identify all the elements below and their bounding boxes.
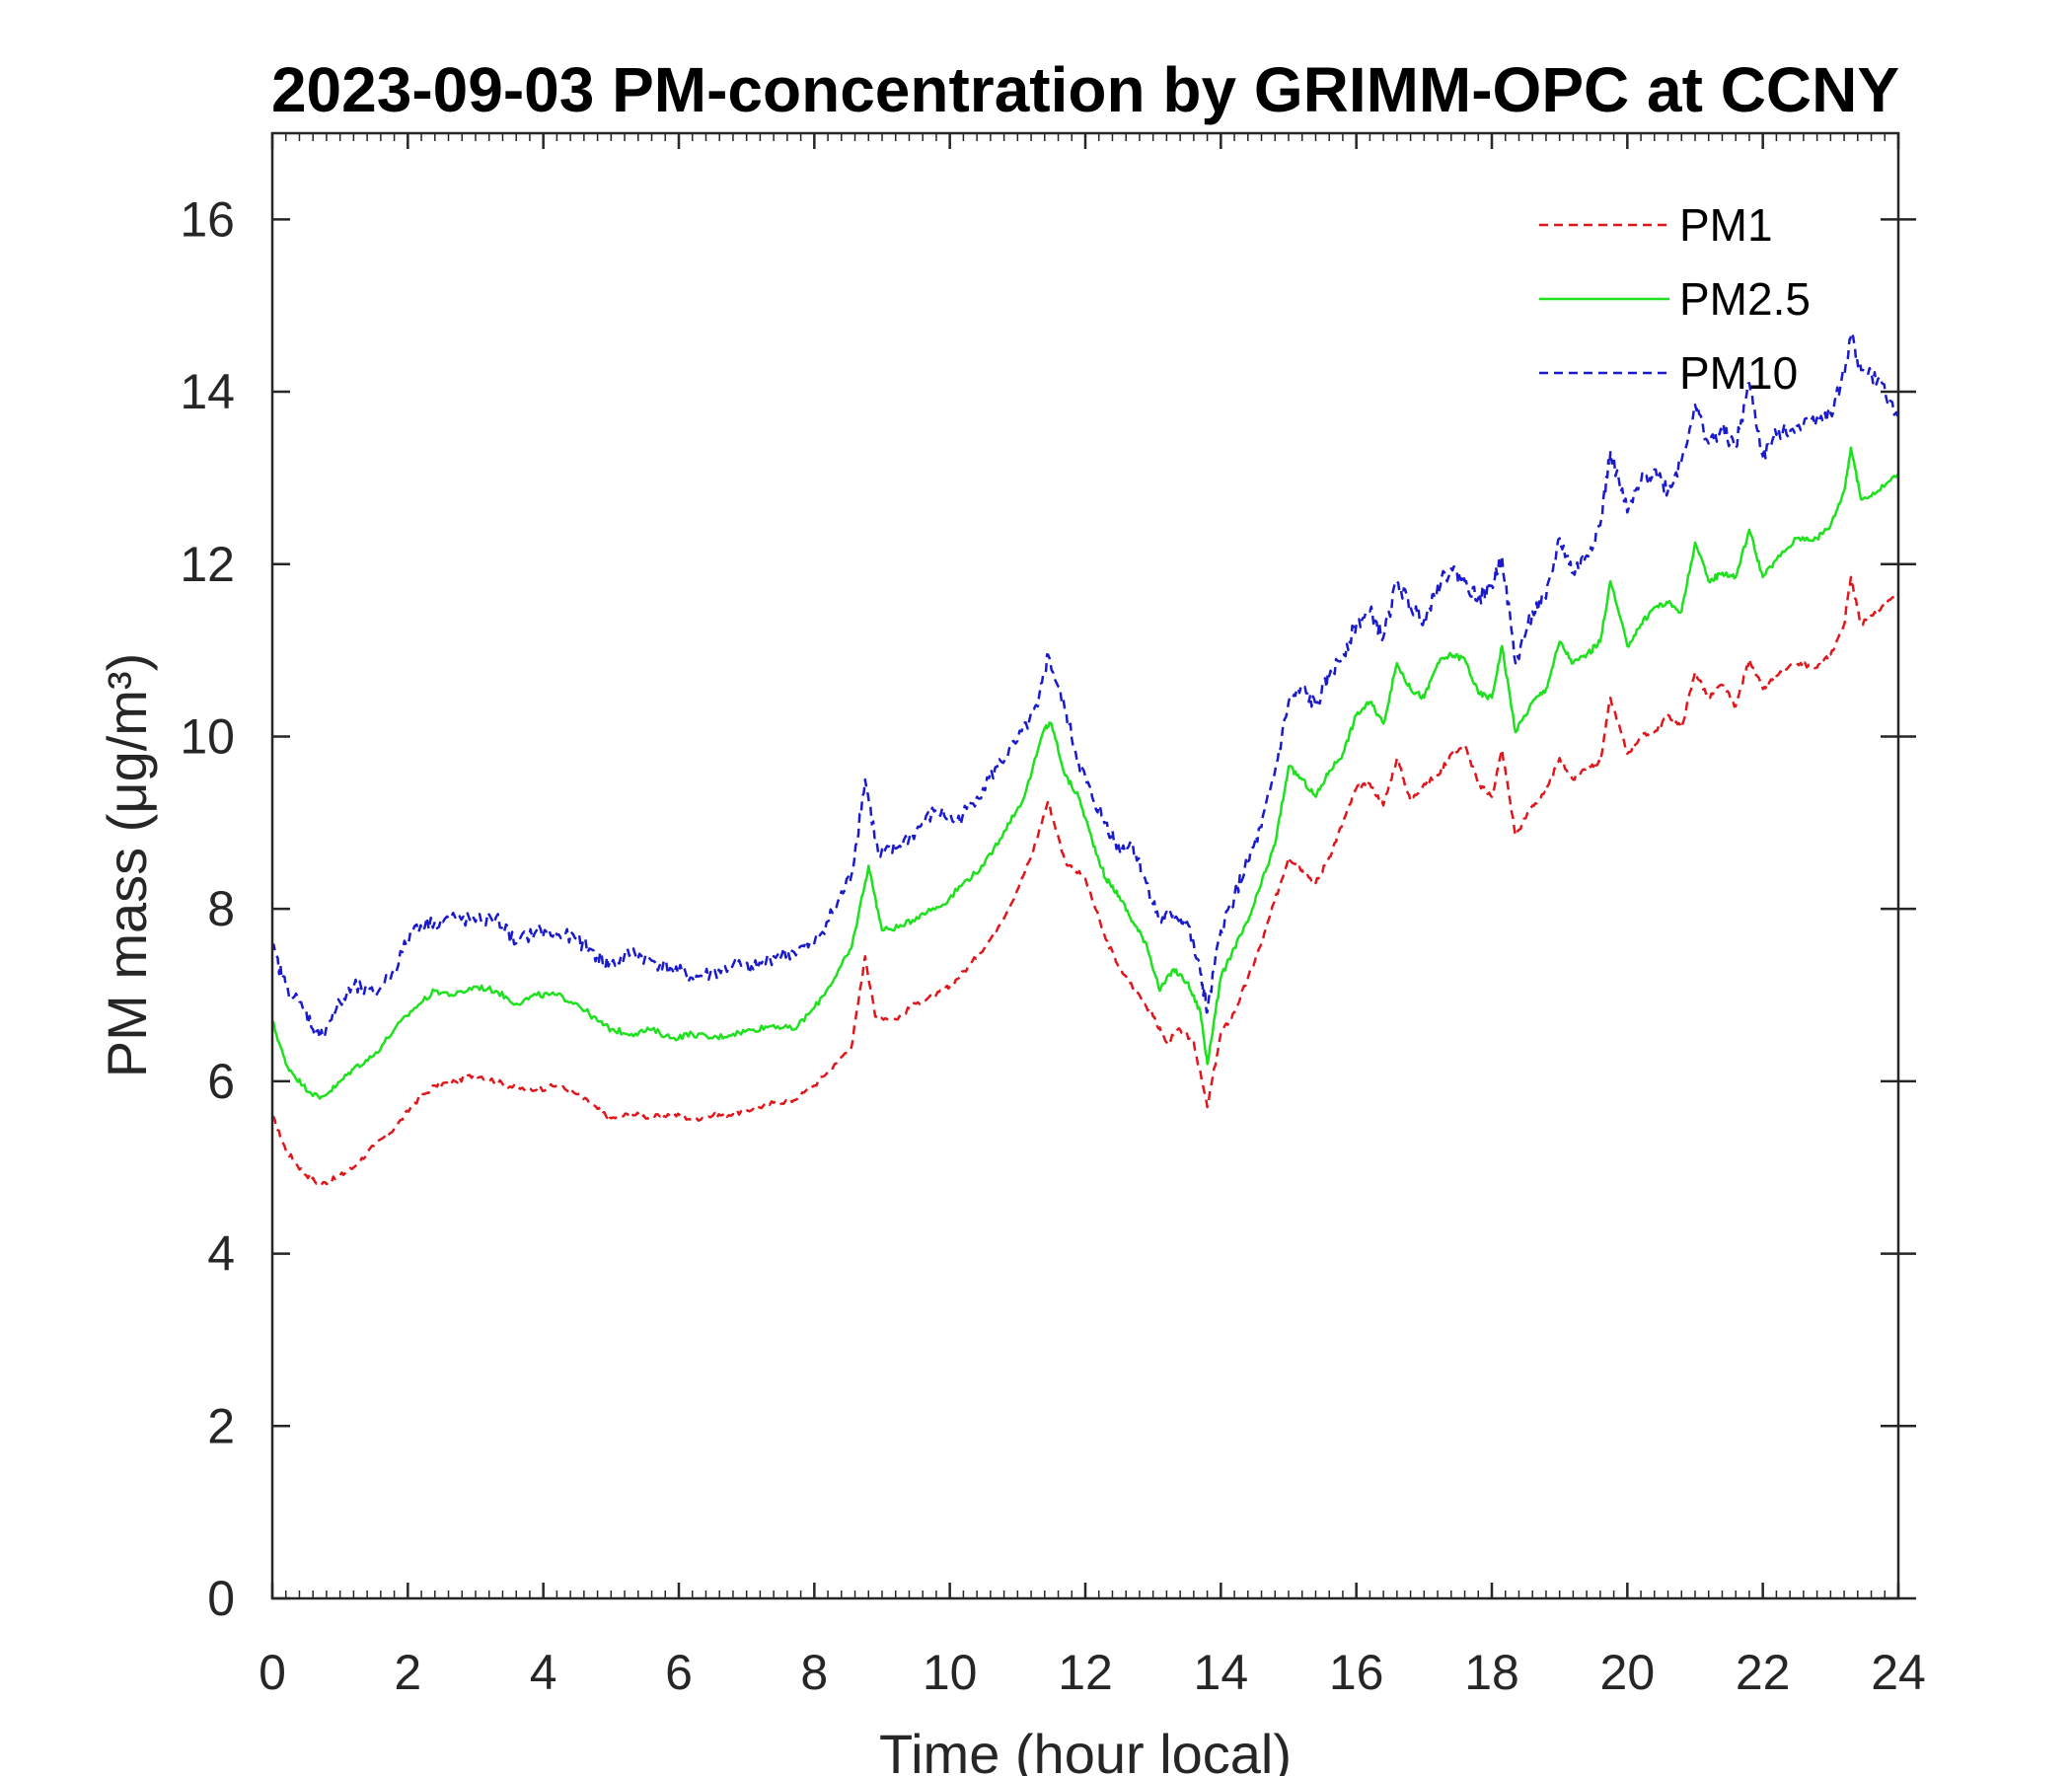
y-tick-label: 2 [207,1398,235,1453]
x-axis: 0 2 4 6 8 10 12 14 16 18 20 22 24 [259,133,1926,1700]
legend-label: PM10 [1679,347,1798,399]
x-tick-label: 24 [1871,1645,1926,1700]
y-tick-label: 6 [207,1054,235,1109]
x-tick-label: 22 [1736,1645,1791,1700]
y-axis: 0 2 4 6 8 10 12 14 16 [180,191,1916,1626]
y-axis-label: PM mass (μg/m³) [96,653,158,1077]
x-tick-label: 4 [530,1645,557,1700]
x-tick-label: 2 [394,1645,421,1700]
x-tick-label: 14 [1194,1645,1249,1700]
y-tick-label: 14 [180,364,235,419]
y-tick-label: 10 [180,708,235,764]
chart-title: 2023-09-03 PM-concentration by GRIMM-OPC… [271,54,1899,125]
series-line-pm1 [272,575,1898,1187]
x-tick-label: 6 [665,1645,693,1700]
series-line-pm10 [272,334,1898,1040]
x-axis-label: Time (hour local) [879,1723,1292,1776]
x-tick-label: 16 [1329,1645,1384,1700]
x-tick-label: 12 [1058,1645,1113,1700]
x-tick-label: 10 [923,1645,978,1700]
x-tick-label: 18 [1464,1645,1519,1700]
x-minor-ticks [284,133,1887,1598]
legend-label: PM1 [1679,199,1773,251]
y-tick-label: 12 [180,537,235,592]
y-tick-label: 16 [180,191,235,247]
legend: PM1 PM2.5 PM10 [1539,199,1811,399]
series-layer [272,334,1898,1187]
y-tick-label: 8 [207,881,235,936]
x-tick-label: 8 [800,1645,828,1700]
legend-label: PM2.5 [1679,273,1811,325]
y-tick-label: 0 [207,1571,235,1626]
x-tick-label: 0 [259,1645,286,1700]
y-tick-label: 4 [207,1226,235,1282]
x-tick-label: 20 [1600,1645,1656,1700]
series-line-pm25 [272,446,1898,1100]
